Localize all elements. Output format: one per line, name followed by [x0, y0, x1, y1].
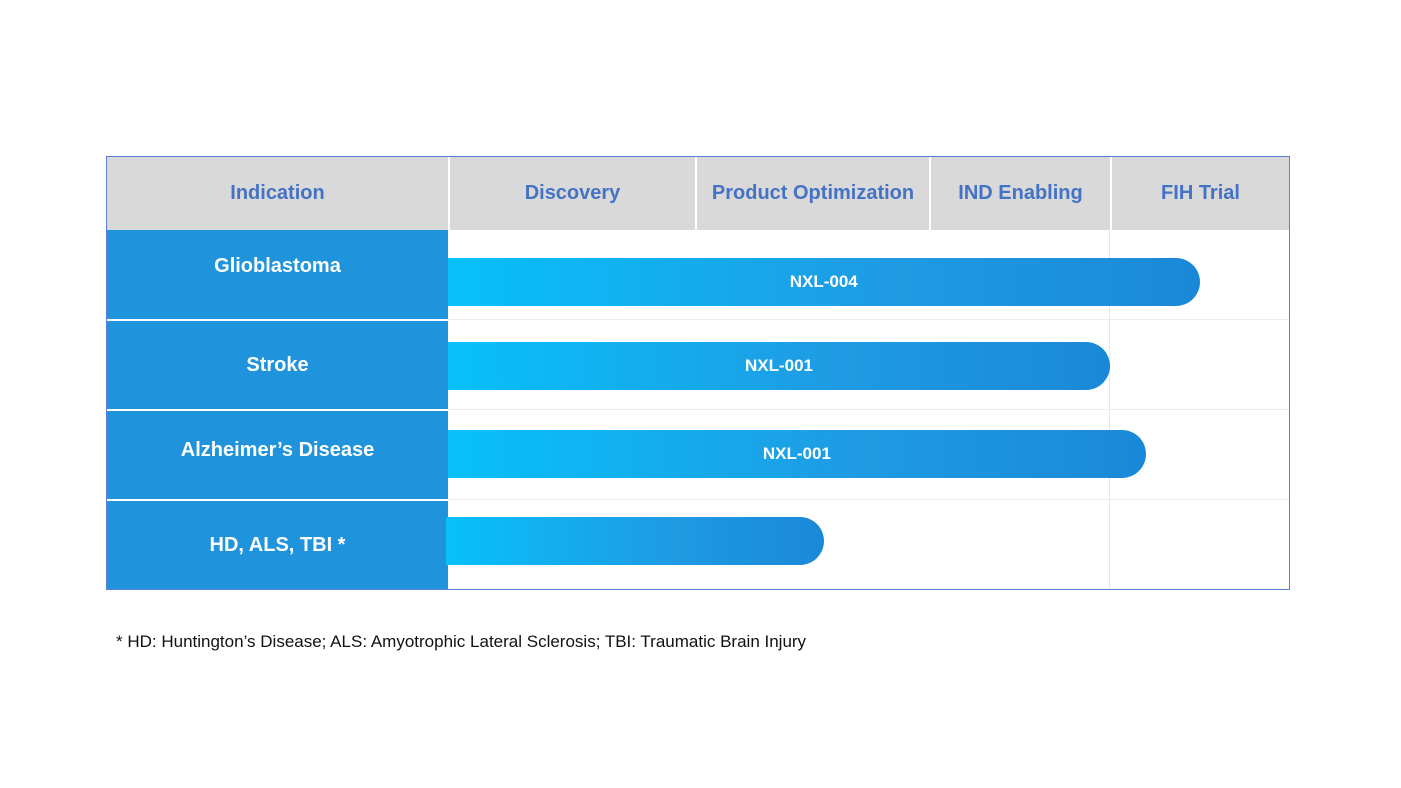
- grid-line-horizontal: [448, 319, 1289, 320]
- header-fih-trial: FIH Trial: [1110, 157, 1289, 230]
- header-ind-enabling: IND Enabling: [929, 157, 1110, 230]
- grid-line-horizontal: [448, 499, 1289, 500]
- row-label-alzheimers: Alzheimer’s Disease: [107, 411, 448, 499]
- bar-label: NXL-001: [762, 444, 831, 463]
- row-label-stroke: Stroke: [107, 321, 448, 409]
- row-label-hd-als-tbi: HD, ALS, TBI *: [107, 501, 448, 589]
- bar-stroke: NXL-001: [448, 342, 1110, 390]
- grid-line-horizontal: [448, 409, 1289, 410]
- bar-glioblastoma: NXL-004: [448, 258, 1200, 306]
- bar-label: NXL-001: [744, 356, 814, 375]
- footnote: * HD: Huntington’s Disease; ALS: Amyotro…: [116, 632, 807, 651]
- row-separator: [107, 499, 448, 501]
- bar-label: NXL-004: [789, 272, 858, 291]
- bar-hd-als-tbi: [446, 517, 824, 565]
- bar-alzheimers: NXL-001: [448, 430, 1146, 478]
- row-separator: [107, 319, 448, 321]
- row-label-glioblastoma: Glioblastoma: [107, 230, 448, 319]
- header-product-optimization: Product Optimization: [695, 157, 929, 230]
- pipeline-chart: Indication Discovery Product Optimizatio…: [106, 156, 1290, 590]
- header-discovery: Discovery: [448, 157, 695, 230]
- header-indication: Indication: [230, 182, 325, 204]
- header-row: Indication Discovery Product Optimizatio…: [107, 157, 1289, 230]
- row-separator: [107, 409, 448, 411]
